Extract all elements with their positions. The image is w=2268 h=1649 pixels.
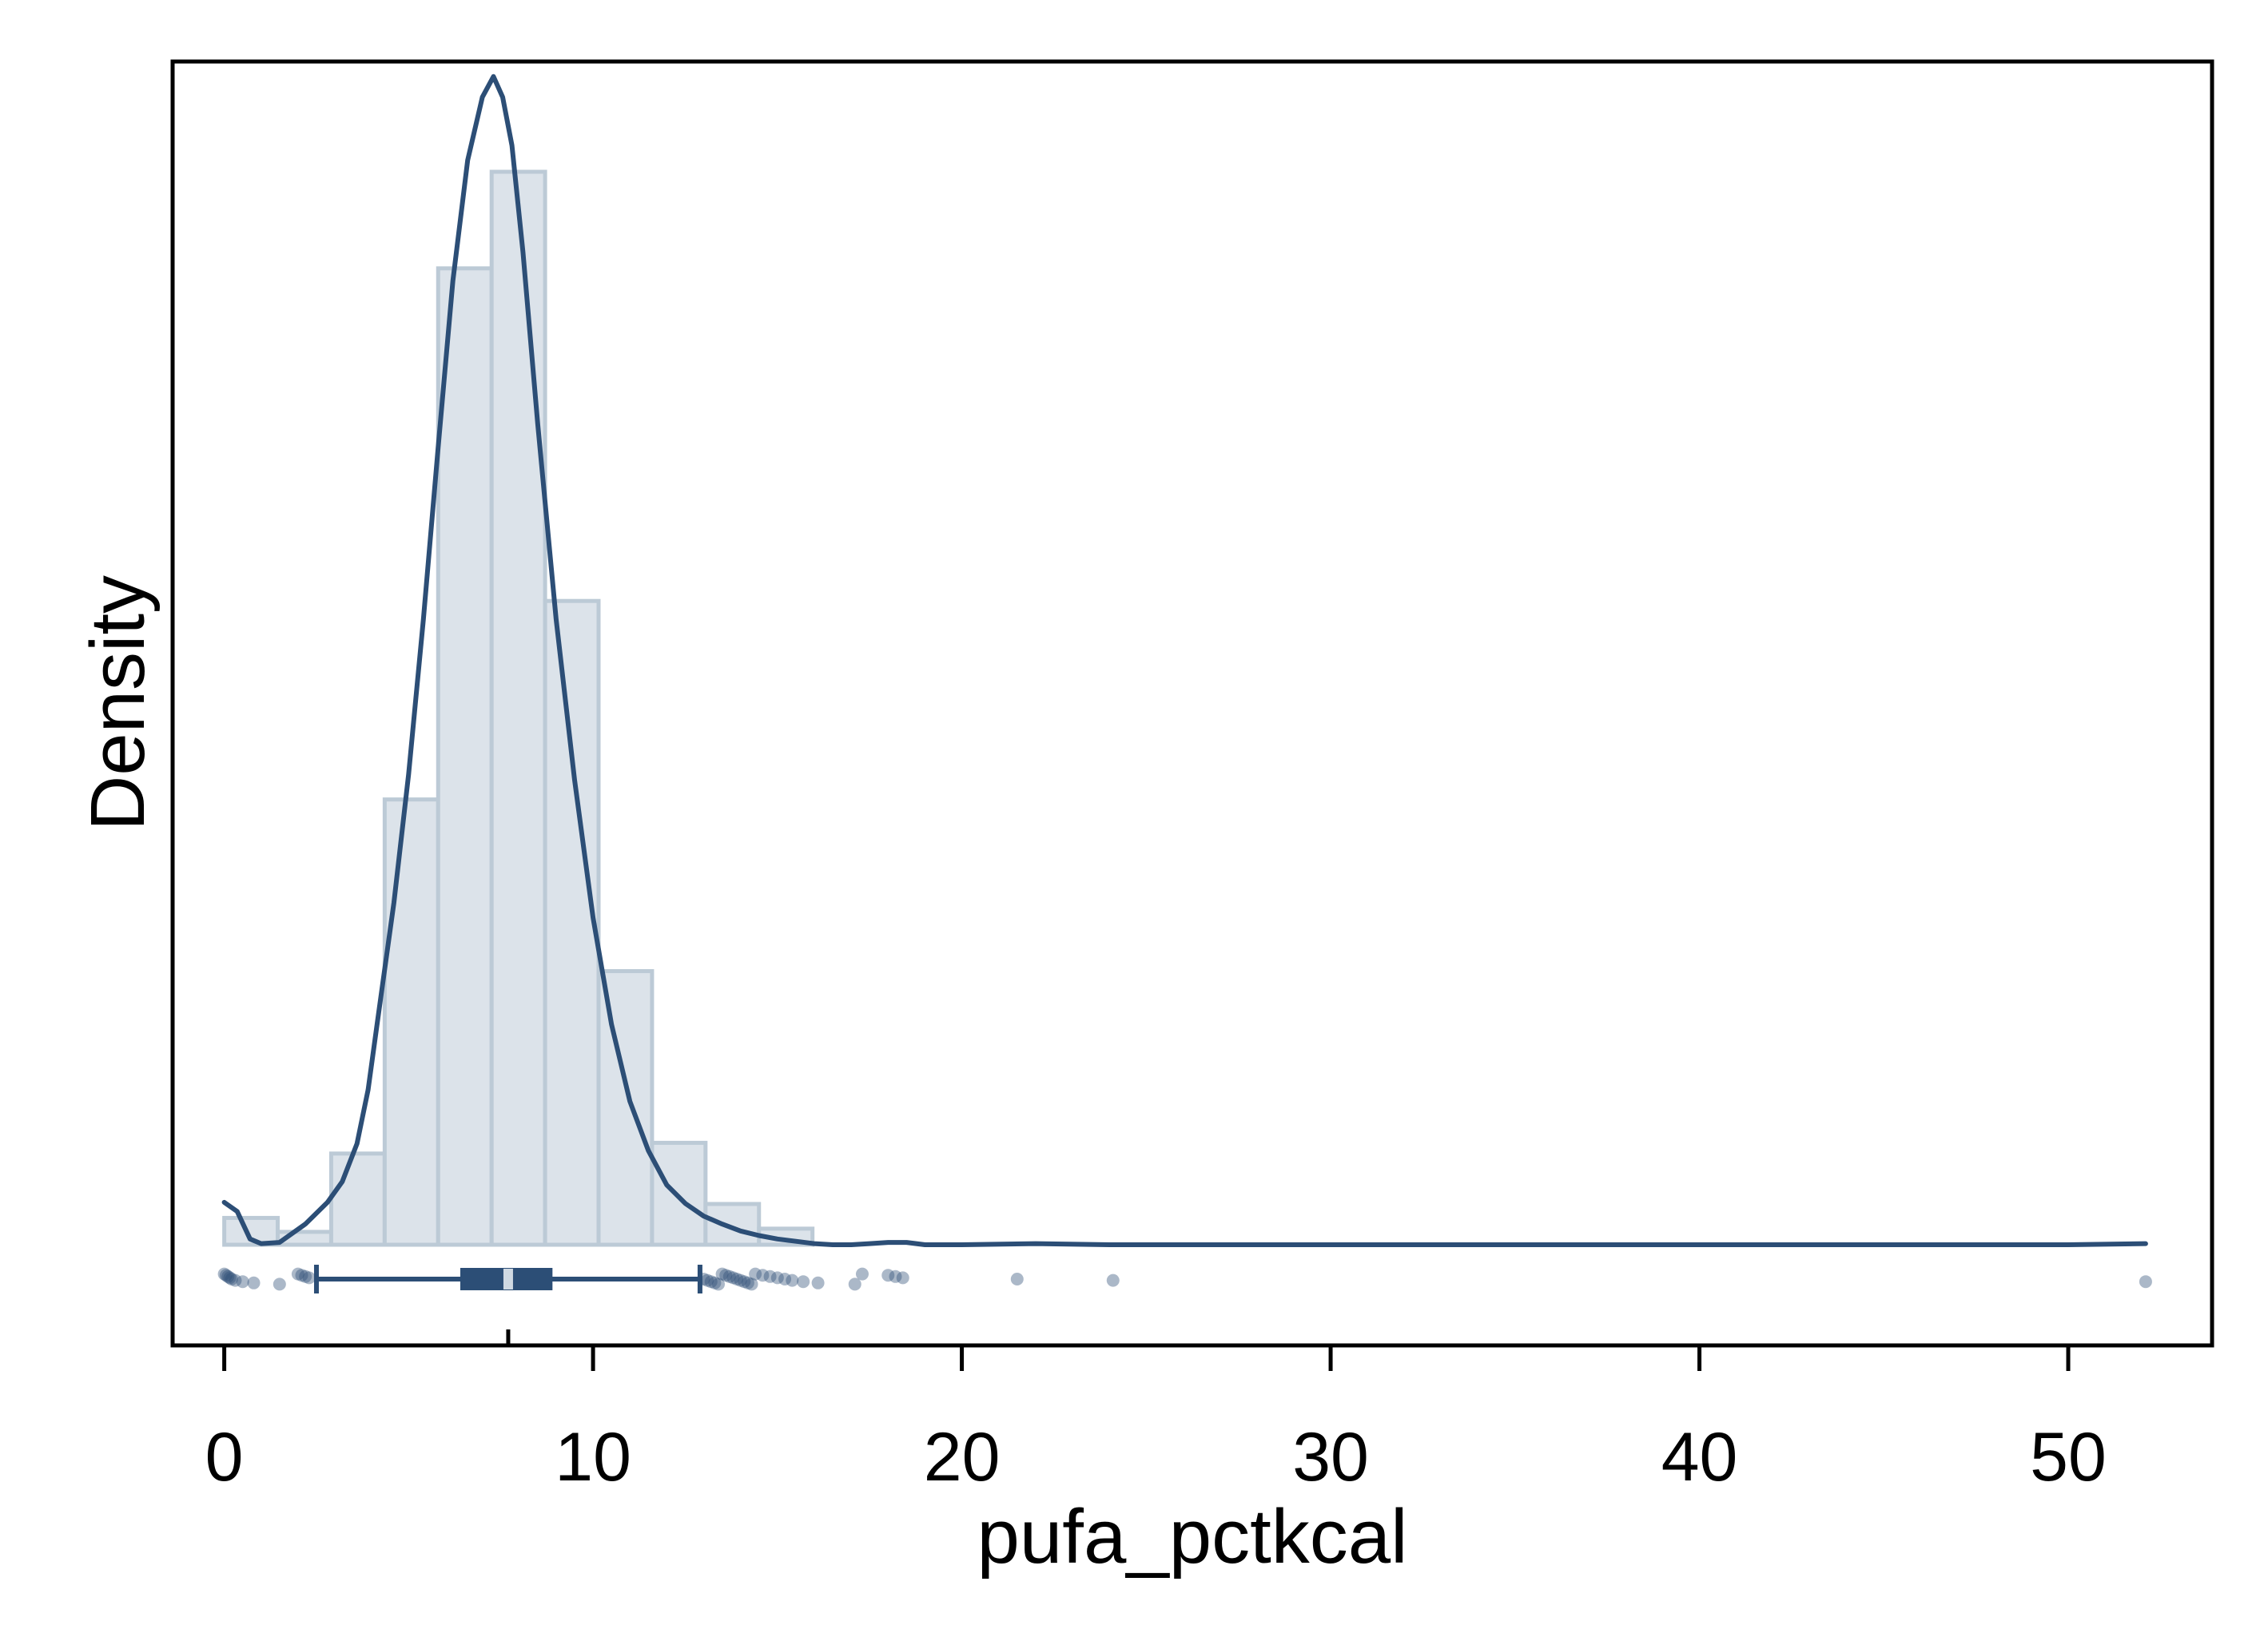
x-tick-label: 20 bbox=[924, 1419, 1001, 1496]
kde-line bbox=[221, 74, 2148, 1247]
outlier-point bbox=[302, 1271, 316, 1285]
outlier-point bbox=[273, 1277, 286, 1291]
histogram-bar bbox=[436, 266, 494, 1247]
histogram-bar bbox=[543, 598, 601, 1247]
outlier-point bbox=[221, 1270, 235, 1283]
boxplot-median-marker bbox=[503, 1269, 513, 1289]
y-axis-title: Density bbox=[75, 575, 161, 831]
outlier-point bbox=[236, 1275, 249, 1289]
outlier-point bbox=[778, 1273, 792, 1285]
outlier-point bbox=[223, 1271, 237, 1285]
outlier-point bbox=[855, 1267, 869, 1281]
outlier-point bbox=[786, 1274, 799, 1287]
x-tick-label: 10 bbox=[555, 1419, 631, 1496]
x-tick-label: 40 bbox=[1661, 1419, 1738, 1496]
outlier-point bbox=[217, 1267, 231, 1281]
outlier-point bbox=[730, 1273, 744, 1285]
outlier-point bbox=[708, 1276, 722, 1289]
x-tick-label: 50 bbox=[2030, 1419, 2107, 1496]
outlier-point bbox=[1106, 1274, 1120, 1287]
outlier-point bbox=[722, 1270, 736, 1283]
outlier-point bbox=[291, 1267, 304, 1281]
outlier-point bbox=[889, 1270, 902, 1283]
outlier-point bbox=[811, 1276, 825, 1289]
x-axis-title: pufa_pctkcal bbox=[977, 1494, 1407, 1579]
outlier-point bbox=[896, 1271, 909, 1285]
histogram-bar bbox=[382, 797, 440, 1247]
x-axis-ticks: 0 10 20 30 40 50 bbox=[205, 1329, 2107, 1496]
outlier-point bbox=[715, 1267, 729, 1281]
outlier-point bbox=[848, 1277, 861, 1291]
outlier-point bbox=[247, 1276, 261, 1289]
histogram-bars bbox=[222, 169, 815, 1247]
x-tick-label: 30 bbox=[1292, 1419, 1369, 1496]
outlier-point bbox=[745, 1277, 758, 1291]
boxplot bbox=[313, 1265, 702, 1293]
outlier-point bbox=[1010, 1273, 1024, 1285]
outlier-point bbox=[881, 1269, 895, 1282]
outlier-point bbox=[797, 1275, 810, 1289]
outlier-point bbox=[770, 1271, 784, 1285]
histogram-bar bbox=[328, 1151, 387, 1247]
histogram-bar bbox=[596, 969, 655, 1247]
outlier-point bbox=[741, 1276, 754, 1289]
outlier-point bbox=[704, 1275, 718, 1289]
outlier-point bbox=[2139, 1275, 2152, 1289]
outlier-point bbox=[756, 1269, 770, 1282]
outlier-point bbox=[749, 1267, 762, 1281]
outlier-point bbox=[295, 1269, 308, 1282]
outlier-point bbox=[711, 1277, 725, 1291]
plot-frame bbox=[170, 59, 2214, 1348]
outlier-point bbox=[734, 1274, 747, 1287]
histogram-bar bbox=[703, 1202, 762, 1247]
outlier-point bbox=[763, 1270, 777, 1283]
outlier-point bbox=[225, 1273, 238, 1285]
outlier-point bbox=[299, 1270, 312, 1283]
outlier-point bbox=[219, 1269, 233, 1282]
outlier-point bbox=[726, 1271, 740, 1285]
histogram-bar bbox=[489, 169, 547, 1247]
outlier-point bbox=[719, 1269, 733, 1282]
outlier-point bbox=[701, 1274, 714, 1287]
x-tick-label: 0 bbox=[205, 1419, 244, 1496]
outlier-point bbox=[229, 1274, 242, 1287]
outlier-point bbox=[738, 1275, 751, 1289]
kde-curve-group bbox=[221, 74, 2148, 1247]
